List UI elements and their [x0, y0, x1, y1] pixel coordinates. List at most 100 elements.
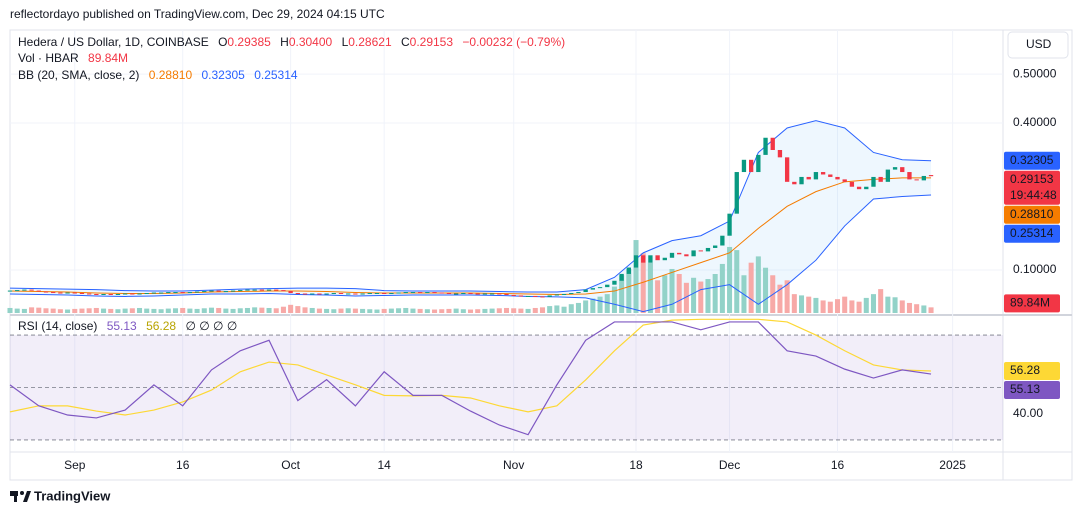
currency-button[interactable] [1007, 31, 1069, 59]
price-tag [1004, 151, 1060, 170]
volume-bar [21, 308, 27, 313]
candle-body [36, 290, 41, 292]
volume-bar [561, 306, 567, 313]
volume-bar [309, 307, 315, 313]
candle-body [331, 293, 336, 295]
volume-bar [388, 308, 394, 313]
volume-bar [65, 309, 71, 313]
volume-bar [115, 309, 121, 313]
volume-bar [14, 308, 20, 313]
candle-body [22, 289, 27, 291]
candle-body [540, 296, 545, 298]
candle-body [317, 293, 322, 295]
change: −0.00232 (−0.79%) [462, 35, 565, 49]
volume-bar [345, 308, 351, 313]
candle-body [698, 250, 703, 252]
candle-body [806, 176, 811, 180]
volume-bar [36, 307, 42, 313]
ohlc-value: 0.30400 [289, 35, 333, 49]
volume-bar [727, 246, 733, 313]
frame [9, 29, 1073, 481]
volume-bar [503, 307, 510, 313]
candle-body [835, 176, 840, 180]
volume-bar [885, 296, 891, 313]
volume-bar [712, 274, 718, 313]
price-tag-label: 0.32305 [1010, 153, 1054, 167]
volume-bar [424, 309, 430, 313]
logo-mark [23, 491, 31, 502]
logo: TradingView [10, 488, 111, 503]
volume-bar [575, 302, 581, 313]
candle-body [518, 295, 524, 297]
volume-bar [381, 308, 387, 313]
candle-body [497, 293, 502, 295]
volume-bar [892, 297, 898, 313]
volume-bar [647, 262, 653, 313]
volume-bar [331, 309, 337, 313]
volume-bar [914, 304, 920, 313]
candle-body [432, 292, 437, 294]
volume-bar [280, 306, 286, 313]
candle-body [295, 293, 300, 295]
candle-body [856, 186, 862, 190]
price-tag-label: 0.25314 [1010, 226, 1054, 240]
candle-body [561, 293, 567, 295]
volume-bar [446, 308, 452, 313]
bb-line [9, 120, 932, 293]
volume-bar [849, 300, 855, 313]
volume-bar [7, 307, 13, 313]
volume-bar [532, 307, 538, 313]
candle-body [187, 292, 193, 294]
candle-body [907, 172, 912, 180]
candle-body [310, 293, 315, 295]
volume-bar [410, 308, 416, 313]
volume-bar [791, 294, 797, 313]
candle-body [900, 167, 905, 173]
volume-bar [316, 308, 322, 313]
candle-body [662, 257, 667, 261]
x-tick-label: Nov [503, 458, 524, 472]
candle-body [79, 293, 85, 295]
candle-body [86, 293, 92, 295]
volume-legend: Vol · HBAR 89.84M [18, 51, 128, 65]
candle-body [777, 149, 783, 158]
candle-body [727, 213, 732, 236]
volume-bar [748, 262, 754, 313]
candle-body [684, 254, 689, 257]
volume-bar [669, 268, 675, 313]
candle-body [410, 292, 416, 294]
ohlc-label: L [342, 35, 349, 49]
candle-body [403, 292, 408, 294]
volume-bar [417, 308, 423, 313]
candle-body [748, 159, 754, 173]
candle-body [504, 293, 509, 295]
volume-bar [496, 308, 502, 313]
candle-body [928, 175, 934, 177]
volume-bar [396, 308, 402, 313]
candle-body [554, 294, 560, 296]
candle-body [713, 245, 718, 248]
volume-bar [108, 308, 114, 313]
volume-bar [367, 309, 373, 313]
x-tick-label: 2025 [939, 458, 966, 472]
candle-body [122, 293, 128, 295]
x-tick-label: 14 [377, 458, 391, 472]
candle-body [115, 293, 121, 295]
bb-name: BB (20, SMA, close, 2) [18, 68, 139, 82]
volume-bar [626, 268, 632, 313]
x-tick-label: Oct [281, 458, 300, 472]
volume-bar [705, 279, 711, 313]
bb-legend: BB (20, SMA, close, 2) 0.28810 0.32305 0… [18, 68, 298, 82]
candle-body [446, 293, 452, 295]
candle-body [569, 293, 574, 295]
candle-body [655, 255, 660, 261]
price-tag-label: 0.29153 [1010, 172, 1054, 186]
candle-body [230, 290, 236, 292]
candle-body [51, 292, 56, 294]
volume-bar [302, 307, 308, 313]
volume-bar [813, 297, 819, 313]
x-tick-label: 18 [629, 458, 643, 472]
volume-bar [165, 308, 171, 313]
candle-body [849, 181, 855, 187]
candle-body [108, 293, 113, 295]
